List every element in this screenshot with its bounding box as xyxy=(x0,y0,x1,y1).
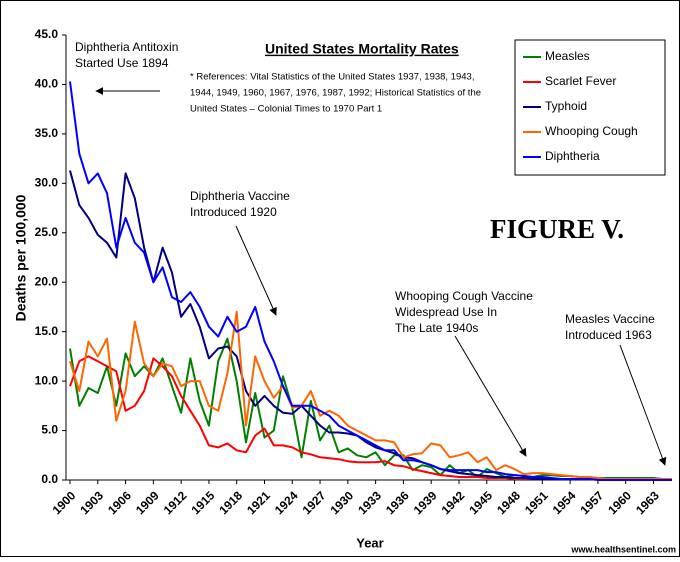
annotation: Introduced 1963 xyxy=(565,328,652,342)
legend-label: Measles xyxy=(545,49,590,63)
annotation: Started Use 1894 xyxy=(75,56,169,70)
series-line xyxy=(69,81,672,481)
annotation-arrow xyxy=(454,335,527,457)
annotation-arrow xyxy=(619,344,667,466)
annotation: The Late 1940s xyxy=(395,321,478,335)
legend-label: Whooping Cough xyxy=(545,124,638,138)
y-tick-label: 15.0 xyxy=(35,324,59,338)
legend-label: Scarlet Fever xyxy=(545,74,616,88)
y-tick-label: 5.0 xyxy=(41,423,58,437)
y-tick-label: 0.0 xyxy=(41,472,58,486)
y-tick-label: 35.0 xyxy=(35,126,59,140)
y-tick-label: 30.0 xyxy=(35,176,59,190)
y-axis-label: Deaths per 100,000 xyxy=(13,194,29,321)
source: www.healthsentinel.com xyxy=(570,544,676,554)
annotation: Widespread Use In xyxy=(395,305,497,319)
y-tick-label: 20.0 xyxy=(35,274,59,288)
chart-title: United States Mortality Rates xyxy=(265,41,459,57)
y-tick-label: 40.0 xyxy=(35,77,59,91)
note-line: * References: Vital Statistics of the Un… xyxy=(190,72,474,83)
annotation-arrow xyxy=(235,225,277,316)
note-line: United States – Colonial Times to 1970 P… xyxy=(190,104,382,115)
figure-label: FIGURE V. xyxy=(490,214,624,244)
annotation: Measles Vaccine xyxy=(565,312,655,326)
note-line: 1944, 1949, 1960, 1967, 1976, 1987, 1992… xyxy=(190,88,481,99)
annotation: Diphtheria Vaccine xyxy=(190,189,290,203)
annotation: Introduced 1920 xyxy=(190,205,277,219)
x-axis-label: Year xyxy=(356,535,383,550)
y-tick-label: 45.0 xyxy=(35,27,59,41)
legend-label: Diphtheria xyxy=(545,149,600,163)
series-line xyxy=(69,310,672,480)
legend-label: Typhoid xyxy=(545,99,587,113)
annotation: Whooping Cough Vaccine xyxy=(395,289,533,303)
y-tick-label: 25.0 xyxy=(35,225,59,239)
annotation: Diphtheria Antitoxin xyxy=(75,40,178,54)
y-tick-label: 10.0 xyxy=(35,373,59,387)
